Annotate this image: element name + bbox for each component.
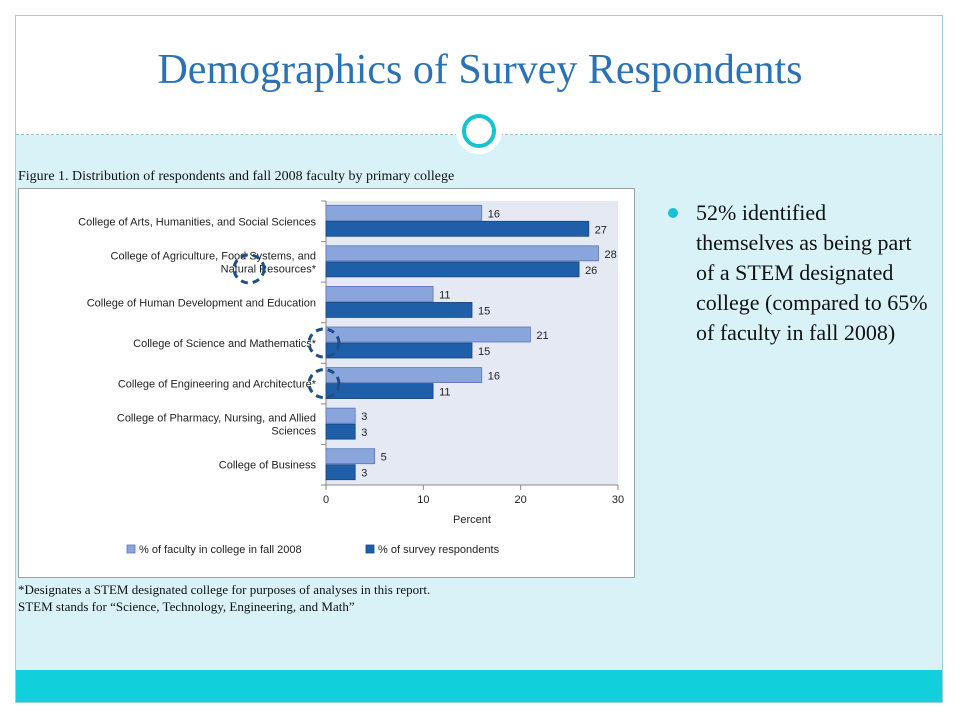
data-label: 15 <box>478 346 490 358</box>
footnote-line-2: STEM stands for “Science, Technology, En… <box>18 599 355 614</box>
bullet-text: 52% identified themselves as being part … <box>696 200 928 345</box>
chart-box: 0 10 20 30 Percent College of Arts, Humanitie… <box>18 188 635 578</box>
stem-marker-circle <box>232 253 266 285</box>
data-label: 15 <box>478 305 490 317</box>
data-label: 21 <box>536 330 548 342</box>
data-label: 27 <box>595 224 607 236</box>
category-label: College of Arts, Humanities, and Social … <box>78 216 316 228</box>
data-label: 3 <box>361 468 367 480</box>
bar-respondents <box>325 342 473 359</box>
ring-inner <box>462 114 496 148</box>
data-label: 3 <box>361 427 367 439</box>
decorative-ring-icon <box>456 108 502 154</box>
category-label: College of Science and Mathematics* <box>133 338 317 350</box>
category-label: Sciences <box>271 426 316 438</box>
data-label: 28 <box>605 249 617 261</box>
data-label: 26 <box>585 265 597 277</box>
x-tick-label: 10 <box>417 494 429 506</box>
category-label: College of Business <box>219 460 317 472</box>
data-label: 5 <box>381 452 387 464</box>
category-label: College of Human Development and Educati… <box>87 297 316 309</box>
bullet-list: 52% identified themselves as being part … <box>668 198 928 348</box>
data-label: 11 <box>439 289 450 301</box>
data-label: 16 <box>488 371 500 383</box>
x-tick-label: 0 <box>323 494 329 506</box>
bar-respondents <box>325 261 580 278</box>
bar-respondents <box>325 220 590 237</box>
bar-faculty <box>325 448 376 465</box>
footnote: *Designates a STEM designated college fo… <box>18 581 430 615</box>
legend-swatch-respondents <box>365 544 375 554</box>
category-label: College of Pharmacy, Nursing, and Allied <box>117 413 316 425</box>
bar-respondents <box>325 383 434 399</box>
legend-label-respondents: % of survey respondents <box>378 544 500 556</box>
bar-chart: 0 10 20 30 Percent College of Arts, Humanitie… <box>78 200 624 556</box>
category-label: College of Engineering and Architecture* <box>118 379 317 391</box>
bottom-band <box>16 670 942 702</box>
bar-respondents <box>325 302 473 318</box>
bar-faculty <box>325 407 356 424</box>
bullet-dot-icon <box>668 208 678 218</box>
bar-faculty <box>325 245 599 262</box>
slide-frame <box>15 15 943 703</box>
stem-marker-circle <box>307 368 341 400</box>
footnote-line-1: *Designates a STEM designated college fo… <box>18 582 431 597</box>
bar-respondents <box>325 423 356 440</box>
x-tick-label: 30 <box>612 494 624 506</box>
x-axis-label: Percent <box>453 514 491 526</box>
bar-faculty <box>325 326 531 343</box>
data-label: 16 <box>488 208 500 220</box>
category-label: College of Agriculture, Food Systems, an… <box>111 250 316 262</box>
bullet-item: 52% identified themselves as being part … <box>668 198 928 348</box>
x-tick-label: 20 <box>515 494 527 506</box>
bar-faculty <box>325 204 483 221</box>
category-label: Natural Resources* <box>221 263 317 275</box>
bar-respondents <box>325 464 356 481</box>
legend-label-faculty: % of faculty in college in fall 2008 <box>139 544 302 556</box>
page-title: Demographics of Survey Respondents <box>157 47 803 93</box>
figure-caption: Figure 1. Distribution of respondents an… <box>18 169 455 184</box>
legend-swatch-faculty <box>126 544 136 554</box>
data-label: 11 <box>439 387 450 399</box>
bar-faculty <box>325 286 434 302</box>
bar-faculty <box>325 367 483 383</box>
data-label: 3 <box>361 411 367 423</box>
stem-marker-circle <box>307 327 341 359</box>
